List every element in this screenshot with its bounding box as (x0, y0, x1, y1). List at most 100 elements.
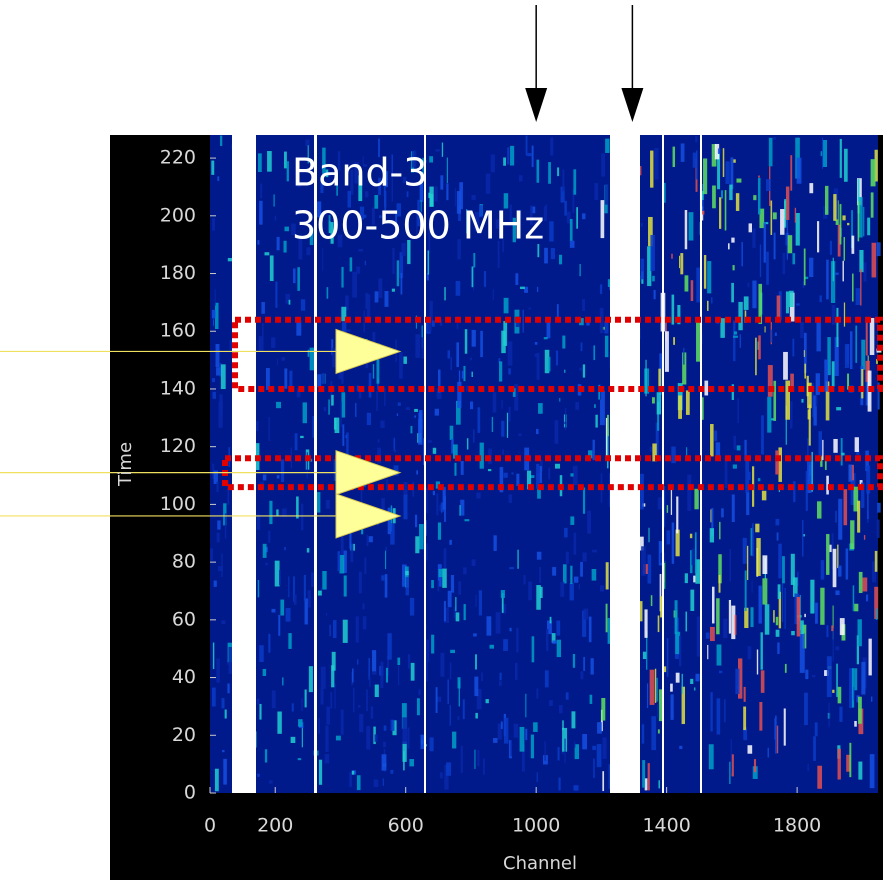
texture-cell (849, 742, 852, 778)
texture-cell (593, 758, 595, 778)
texture-cell (682, 352, 687, 385)
texture-cell (387, 655, 390, 676)
texture-cell (768, 137, 773, 167)
texture-cell (518, 433, 522, 436)
texture-cell (835, 646, 840, 651)
texture-cell (680, 253, 684, 275)
texture-cell (368, 536, 373, 543)
texture-cell (455, 597, 457, 612)
texture-cell (217, 176, 220, 181)
texture-cell (387, 633, 392, 660)
texture-cell (331, 651, 336, 671)
texture-cell (546, 318, 551, 339)
texture-cell (495, 612, 501, 634)
texture-cell (403, 482, 408, 496)
texture-cell (852, 273, 854, 302)
texture-cell (770, 329, 773, 343)
texture-cell (479, 205, 483, 218)
texture-cell (861, 482, 865, 508)
texture-cell (742, 537, 747, 564)
texture-cell (415, 536, 420, 554)
texture-cell (376, 390, 378, 412)
texture-cell (874, 550, 878, 572)
texture-cell (557, 167, 560, 177)
texture-cell (216, 658, 220, 683)
texture-cell (839, 618, 845, 636)
texture-cell (385, 171, 388, 188)
texture-cell (521, 744, 525, 772)
texture-cell (856, 695, 860, 703)
texture-cell (429, 186, 434, 207)
texture-cell (807, 461, 812, 493)
texture-cell (789, 401, 793, 429)
texture-cell (523, 575, 526, 585)
texture-cell (530, 206, 536, 214)
texture-cell (657, 401, 660, 431)
texture-cell (373, 779, 379, 788)
texture-cell (262, 543, 267, 558)
texture-cell (455, 612, 460, 622)
texture-cell (372, 364, 375, 379)
texture-cell (663, 560, 666, 589)
texture-cell (718, 574, 721, 593)
texture-cell (746, 545, 749, 581)
texture-cell (358, 391, 362, 399)
texture-cell (340, 401, 342, 428)
texture-cell (498, 358, 501, 363)
texture-cell (536, 585, 541, 610)
texture-cell (602, 771, 605, 792)
texture-cell (861, 661, 866, 695)
texture-cell (317, 374, 322, 388)
texture-cell (256, 698, 260, 705)
texture-cell (800, 321, 804, 339)
texture-cell (651, 716, 657, 751)
texture-cell (283, 240, 287, 253)
texture-cell (836, 307, 839, 348)
texture-cell (449, 425, 454, 440)
texture-cell (812, 383, 814, 418)
texture-cell (271, 608, 276, 613)
texture-cell (644, 778, 648, 791)
texture-cell (573, 576, 579, 583)
texture-cell (767, 747, 769, 758)
texture-cell (530, 734, 535, 759)
texture-cell (396, 203, 401, 217)
texture-cell (356, 775, 361, 791)
texture-cell (727, 243, 730, 250)
texture-cell (572, 653, 576, 668)
texture-cell (508, 740, 512, 759)
texture-cell (752, 228, 756, 248)
texture-cell (597, 722, 602, 734)
texture-cell (352, 271, 358, 298)
texture-cell (447, 350, 451, 359)
white-band (662, 135, 664, 793)
texture-cell (818, 431, 823, 457)
texture-cell (537, 244, 540, 258)
texture-cell (562, 169, 565, 192)
texture-cell (463, 365, 466, 382)
texture-cell (605, 562, 609, 590)
texture-cell (536, 286, 539, 292)
texture-cell (784, 663, 787, 673)
texture-cell (264, 749, 268, 763)
texture-cell (831, 625, 834, 632)
texture-cell (293, 576, 295, 602)
texture-cell (799, 633, 805, 673)
texture-cell (474, 749, 476, 769)
texture-cell (428, 192, 431, 199)
texture-cell (744, 310, 747, 323)
texture-cell (211, 160, 215, 175)
texture-cell (227, 480, 230, 505)
texture-cell (671, 446, 676, 464)
texture-cell (573, 169, 577, 195)
texture-cell (670, 683, 673, 692)
texture-cell (845, 548, 849, 580)
texture-cell (212, 391, 216, 399)
white-band (700, 135, 702, 793)
texture-cell (838, 565, 842, 577)
texture-cell (743, 727, 748, 741)
texture-cell (392, 248, 395, 274)
texture-cell (815, 373, 820, 395)
texture-cell (703, 158, 708, 195)
texture-cell (428, 440, 432, 443)
